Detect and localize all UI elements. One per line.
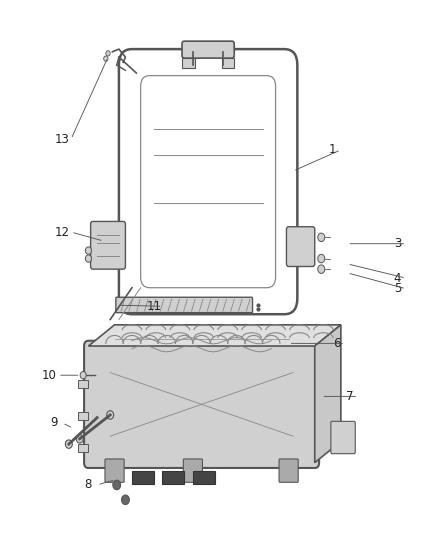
Circle shape — [318, 254, 325, 263]
Circle shape — [121, 495, 129, 505]
Circle shape — [65, 440, 72, 448]
Text: 5: 5 — [394, 282, 401, 295]
Circle shape — [85, 247, 92, 254]
FancyBboxPatch shape — [182, 41, 234, 58]
Bar — [132, 471, 154, 484]
Text: 4: 4 — [394, 272, 401, 285]
Text: 10: 10 — [42, 369, 57, 382]
FancyBboxPatch shape — [279, 459, 298, 482]
Bar — [78, 413, 88, 420]
Circle shape — [318, 265, 325, 273]
Circle shape — [107, 411, 114, 419]
FancyBboxPatch shape — [286, 227, 315, 266]
Text: 1: 1 — [328, 143, 336, 156]
FancyBboxPatch shape — [116, 297, 253, 313]
Circle shape — [113, 480, 120, 490]
Text: 11: 11 — [146, 300, 161, 313]
Text: 3: 3 — [394, 237, 401, 250]
Circle shape — [85, 255, 92, 262]
FancyBboxPatch shape — [105, 459, 124, 482]
FancyBboxPatch shape — [331, 421, 355, 454]
Text: 9: 9 — [50, 416, 57, 430]
FancyBboxPatch shape — [222, 58, 234, 68]
Circle shape — [76, 434, 83, 443]
FancyBboxPatch shape — [84, 341, 319, 468]
FancyBboxPatch shape — [91, 221, 125, 269]
Polygon shape — [88, 325, 341, 346]
Text: 6: 6 — [333, 337, 340, 350]
FancyBboxPatch shape — [184, 459, 202, 482]
Bar — [78, 381, 88, 389]
FancyBboxPatch shape — [183, 58, 194, 68]
Polygon shape — [315, 325, 341, 463]
Bar — [78, 444, 88, 452]
Text: 13: 13 — [55, 133, 70, 146]
Bar — [193, 471, 215, 484]
Text: 7: 7 — [346, 390, 353, 403]
Text: 8: 8 — [85, 479, 92, 491]
Circle shape — [104, 56, 108, 61]
Circle shape — [106, 51, 110, 56]
Text: 12: 12 — [55, 225, 70, 239]
Bar — [162, 471, 184, 484]
Circle shape — [318, 233, 325, 241]
Circle shape — [80, 372, 86, 379]
